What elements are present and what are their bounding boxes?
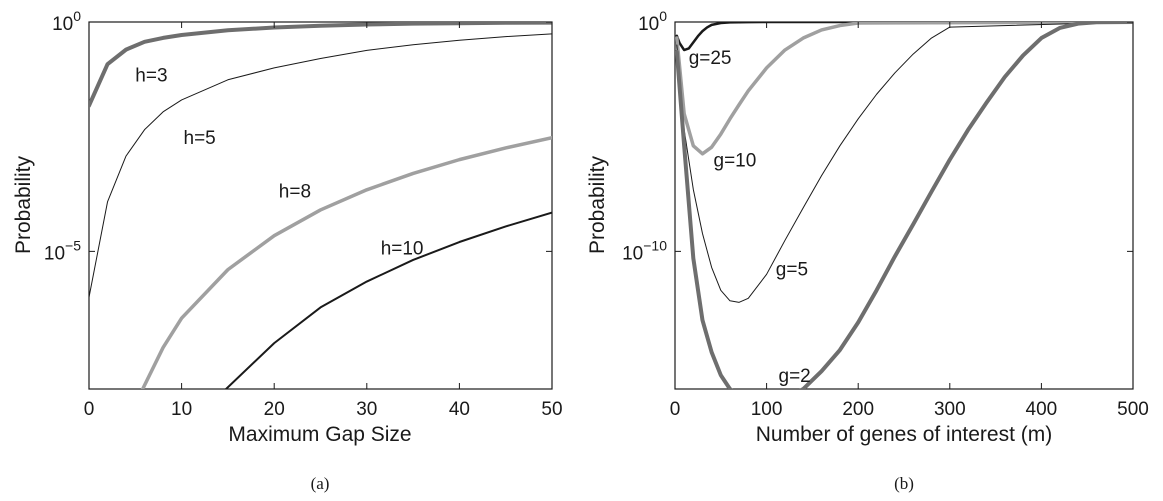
y-tick-label-b-0: 100 xyxy=(638,8,667,35)
annotation-b-g10: g=10 xyxy=(714,151,757,172)
x-tick-label-a-5: 50 xyxy=(541,399,562,420)
annotation-a-h10: h=10 xyxy=(381,239,424,260)
annotation-a-h8: h=8 xyxy=(279,181,311,202)
x-tick-label-a-3: 30 xyxy=(356,399,377,420)
series-line-a-h3 xyxy=(89,22,552,108)
y-axis-label-b: Probability xyxy=(586,155,609,254)
series-line-a-h10 xyxy=(225,211,552,389)
plot-area-b xyxy=(674,21,1134,390)
x-tick-label-a-2: 20 xyxy=(264,399,285,420)
y-tick-base-a-0: 10 xyxy=(52,14,73,35)
y-tick-base-b-1: 10 xyxy=(622,243,643,264)
y-tick-exp-b-0: 0 xyxy=(659,8,667,24)
annotation-a-h3: h=3 xyxy=(135,66,167,87)
panel-caption-b: (b) xyxy=(894,474,914,493)
x-tick-label-b-0: 0 xyxy=(670,399,681,420)
x-tick-label-b-5: 500 xyxy=(1117,399,1149,420)
y-tick-label-a-0: 100 xyxy=(52,8,81,35)
series-layer-b xyxy=(675,22,1133,389)
annotation-b-g2: g=2 xyxy=(779,366,811,387)
x-tick-label-b-4: 400 xyxy=(1026,399,1058,420)
y-axis-label-a: Probability xyxy=(12,155,35,254)
x-tick-layer-b: 0 100 200 300 400 500 xyxy=(670,22,1149,420)
series-line-b-g25 xyxy=(675,22,1133,52)
y-tick-exp-a-0: 0 xyxy=(73,8,81,24)
y-tick-exp-a-1: −5 xyxy=(65,237,81,253)
x-tick-layer-a: 0 10 20 30 40 50 xyxy=(84,22,563,420)
y-tick-label-a-1: 10−5 xyxy=(44,237,81,264)
y-tick-label-b-1: 10−10 xyxy=(622,237,667,264)
series-layer-a xyxy=(89,22,552,389)
x-tick-label-b-1: 100 xyxy=(751,399,783,420)
panel-caption-a: (a) xyxy=(311,474,330,493)
x-axis-label-a: Maximum Gap Size xyxy=(228,423,411,446)
annotation-a-h5: h=5 xyxy=(184,128,216,149)
annotation-b-g25: g=25 xyxy=(689,48,732,69)
x-tick-label-b-3: 300 xyxy=(934,399,966,420)
plot-area-a xyxy=(88,21,553,390)
series-line-b-g5 xyxy=(676,22,1133,303)
y-tick-base-b-0: 10 xyxy=(638,14,659,35)
panel-b: g=25g=10g=5g=2 0 100 200 300 400 500 10010−10… xyxy=(586,8,1149,493)
annotation-b-g5: g=5 xyxy=(776,259,808,280)
x-tick-label-a-0: 0 xyxy=(84,399,95,420)
series-line-b-g10 xyxy=(675,22,1133,156)
series-line-a-h5 xyxy=(89,33,552,298)
y-tick-base-a-1: 10 xyxy=(44,243,65,264)
x-axis-label-b: Number of genes of interest (m) xyxy=(756,423,1052,446)
x-tick-label-a-4: 40 xyxy=(449,399,470,420)
series-line-b-g2 xyxy=(675,22,1133,389)
x-tick-label-a-1: 10 xyxy=(171,399,192,420)
annotation-layer-a: h=3 h=5 h=8 h=10 xyxy=(135,66,423,260)
series-line-a-h8 xyxy=(140,135,552,389)
y-tick-exp-b-1: −10 xyxy=(643,237,667,253)
x-tick-label-b-2: 200 xyxy=(842,399,874,420)
annotation-layer-b: g=25 g=10 g=5 g=2 xyxy=(689,48,811,387)
